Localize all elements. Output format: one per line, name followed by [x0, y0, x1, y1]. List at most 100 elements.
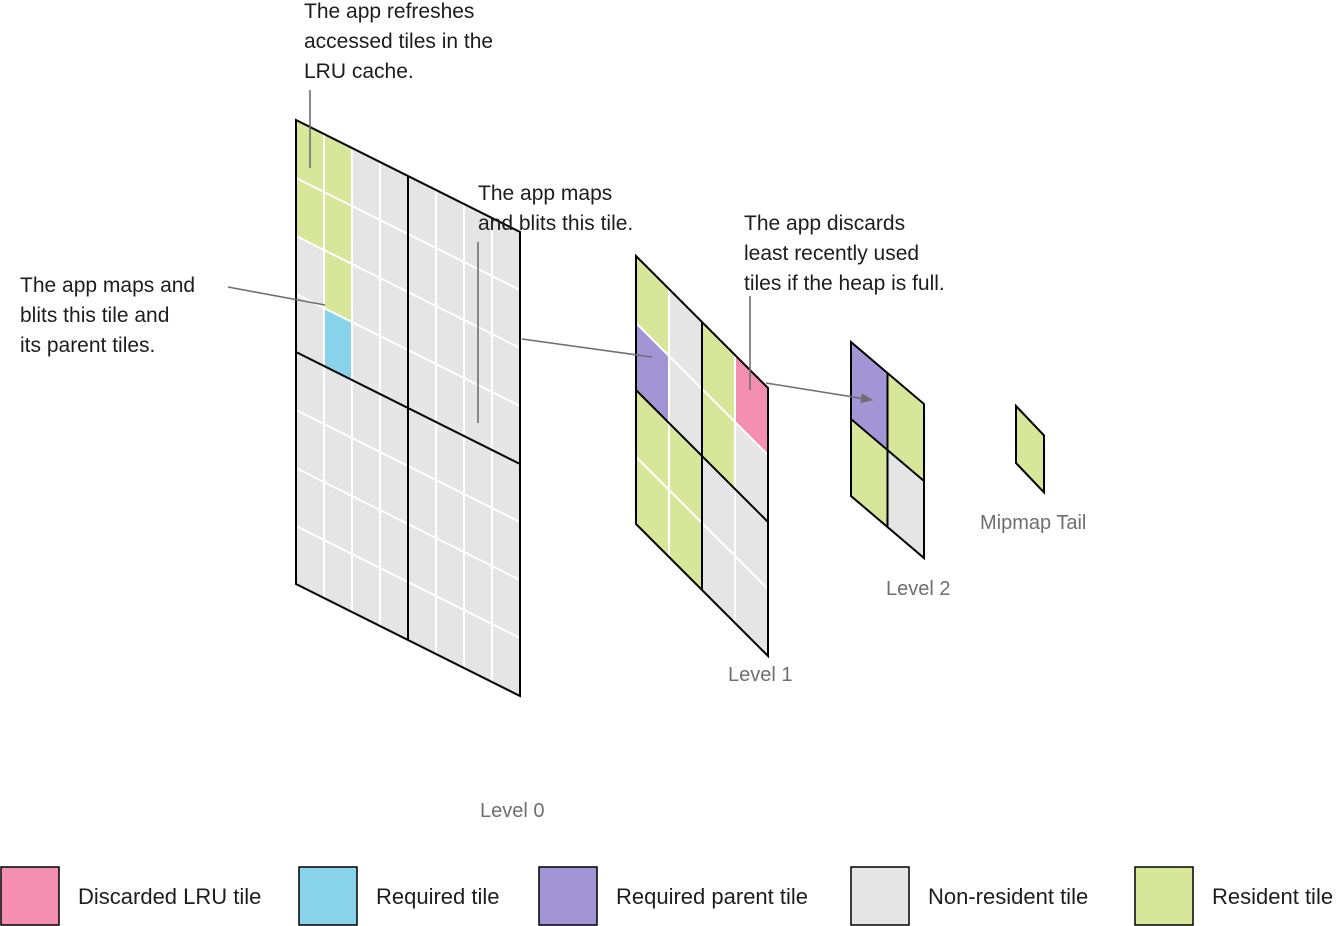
tile-nonresident — [492, 334, 520, 406]
legend-label-parent: Required parent tile — [616, 884, 808, 909]
tile-nonresident — [352, 554, 380, 626]
legend: Discarded LRU tile Required tile Require… — [0, 866, 1333, 926]
tile-nonresident — [464, 552, 492, 624]
tile-nonresident — [436, 538, 464, 610]
tile-resident — [324, 134, 352, 206]
callout-refresh-line: LRU cache. — [304, 60, 414, 83]
discard-arrow — [765, 382, 873, 404]
tile-nonresident — [408, 582, 436, 654]
legend-label-resident: Resident tile — [1212, 884, 1333, 909]
callout-refresh: The app refreshes accessed tiles in the … — [304, 0, 499, 83]
tile-nonresident — [408, 292, 436, 364]
level0-to-level1-connector — [521, 338, 653, 358]
tile-resident — [324, 192, 352, 264]
legend-swatch-discarded — [0, 866, 60, 926]
legend-item-parent: Required parent tile — [538, 866, 808, 926]
tile-nonresident — [492, 450, 520, 522]
tile-nonresident — [324, 482, 352, 554]
tile-resident — [324, 250, 352, 322]
callout-map-parent-line: The app maps and — [20, 274, 195, 297]
tile-nonresident — [352, 438, 380, 510]
callout-refresh-line: accessed tiles in the — [304, 30, 493, 53]
legend-item-nonresident: Non-resident tile — [850, 866, 1088, 926]
level-outline — [1015, 403, 1045, 495]
tile-nonresident — [380, 162, 408, 234]
level-1-grid — [635, 253, 769, 659]
tile-nonresident — [492, 566, 520, 638]
tile-nonresident — [296, 410, 324, 482]
tile-nonresident — [436, 364, 464, 436]
quadrant-divider — [635, 389, 769, 523]
tile-nonresident — [352, 380, 380, 452]
legend-label-required: Required tile — [376, 884, 500, 909]
level-outline — [295, 118, 521, 698]
tile-nonresident — [324, 424, 352, 496]
tile-nonresident — [296, 294, 324, 366]
tile-nonresident — [380, 220, 408, 292]
tile-nonresident — [324, 540, 352, 612]
quadrant-divider — [850, 418, 925, 482]
callout-leaders — [227, 90, 873, 423]
tile-nonresident — [380, 394, 408, 466]
legend-item-resident: Resident tile — [1134, 866, 1333, 926]
level-2-label: Level 2 — [886, 578, 951, 600]
tile-nonresident — [408, 350, 436, 422]
tile-nonresident — [296, 236, 324, 308]
callout-map-parent-line: blits this tile and — [20, 304, 169, 327]
mipmap-tail-label: Mipmap Tail — [980, 512, 1086, 534]
callout-discard-line: least recently used — [744, 242, 919, 265]
legend-item-required: Required tile — [298, 866, 500, 926]
callout-map-tile-line: The app maps — [478, 182, 612, 205]
tile-resident — [851, 419, 888, 528]
legend-item-discarded: Discarded LRU tile — [0, 866, 261, 926]
callout-map-tile: The app maps and blits this tile. — [478, 182, 633, 235]
tile-nonresident — [436, 422, 464, 494]
map-parent-leader — [227, 286, 326, 306]
tile-nonresident — [408, 176, 436, 248]
tile-nonresident — [436, 480, 464, 552]
tile-nonresident — [492, 624, 520, 696]
level-outline — [635, 253, 769, 659]
level-3-grid — [1015, 403, 1045, 495]
tile-nonresident — [436, 306, 464, 378]
tile-nonresident — [492, 218, 520, 290]
tile-nonresident — [352, 206, 380, 278]
level-2-grid — [850, 339, 925, 561]
tile-nonresident — [352, 148, 380, 220]
tile-nonresident — [464, 610, 492, 682]
tile-nonresident — [296, 468, 324, 540]
tile-nonresident — [352, 264, 380, 336]
legend-swatch-required — [298, 866, 358, 926]
callout-refresh-line: The app refreshes — [304, 0, 474, 23]
callout-map-parent: The app maps and blits this tile and its… — [20, 274, 201, 357]
tile-nonresident — [887, 450, 924, 559]
tile-nonresident — [436, 248, 464, 320]
level-0-grid — [295, 118, 521, 698]
legend-swatch-resident — [1134, 866, 1194, 926]
tile-required — [324, 308, 352, 380]
tile-nonresident — [464, 436, 492, 508]
legend-label-nonresident: Non-resident tile — [928, 884, 1088, 909]
tile-nonresident — [408, 408, 436, 480]
callout-map-parent-line: its parent tiles. — [20, 334, 155, 357]
tile-nonresident — [352, 322, 380, 394]
tile-nonresident — [380, 278, 408, 350]
tile-nonresident — [464, 204, 492, 276]
legend-label-discarded: Discarded LRU tile — [78, 884, 261, 909]
callout-map-tile-line: and blits this tile. — [478, 212, 633, 235]
callout-discard: The app discards least recently used til… — [744, 212, 945, 295]
tile-nonresident — [436, 190, 464, 262]
tile-nonresident — [352, 496, 380, 568]
level-0-label: Level 0 — [480, 800, 545, 822]
legend-swatch-nonresident — [850, 866, 910, 926]
tile-nonresident — [380, 452, 408, 524]
callout-discard-line: The app discards — [744, 212, 905, 235]
level-1-label: Level 1 — [728, 664, 793, 686]
callout-discard-line: tiles if the heap is full. — [744, 272, 945, 295]
tile-nonresident — [324, 366, 352, 438]
tile-nonresident — [296, 352, 324, 424]
tile-nonresident — [408, 234, 436, 306]
mip-levels — [295, 118, 1045, 698]
tile-nonresident — [380, 510, 408, 582]
